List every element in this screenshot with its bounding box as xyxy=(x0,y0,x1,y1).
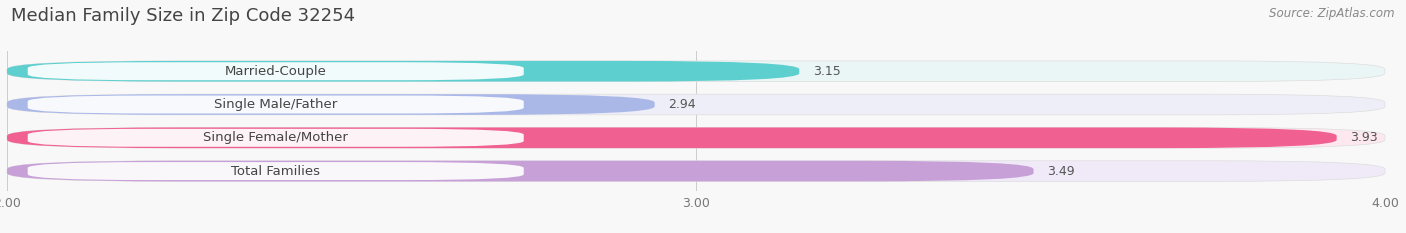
Text: Source: ZipAtlas.com: Source: ZipAtlas.com xyxy=(1270,7,1395,20)
FancyBboxPatch shape xyxy=(7,127,1385,148)
Text: 3.49: 3.49 xyxy=(1047,164,1076,178)
FancyBboxPatch shape xyxy=(7,161,1385,182)
Text: Single Male/Father: Single Male/Father xyxy=(214,98,337,111)
FancyBboxPatch shape xyxy=(7,161,1033,182)
Text: Married-Couple: Married-Couple xyxy=(225,65,326,78)
FancyBboxPatch shape xyxy=(28,96,523,113)
Text: Median Family Size in Zip Code 32254: Median Family Size in Zip Code 32254 xyxy=(11,7,356,25)
FancyBboxPatch shape xyxy=(7,61,1385,82)
Text: Total Families: Total Families xyxy=(231,164,321,178)
FancyBboxPatch shape xyxy=(7,127,1337,148)
FancyBboxPatch shape xyxy=(28,62,523,80)
FancyBboxPatch shape xyxy=(7,94,1385,115)
Text: 2.94: 2.94 xyxy=(668,98,696,111)
Text: 3.15: 3.15 xyxy=(813,65,841,78)
FancyBboxPatch shape xyxy=(28,129,523,147)
Text: 3.93: 3.93 xyxy=(1351,131,1378,144)
FancyBboxPatch shape xyxy=(28,162,523,180)
Text: Single Female/Mother: Single Female/Mother xyxy=(204,131,349,144)
FancyBboxPatch shape xyxy=(7,61,799,82)
FancyBboxPatch shape xyxy=(7,94,655,115)
